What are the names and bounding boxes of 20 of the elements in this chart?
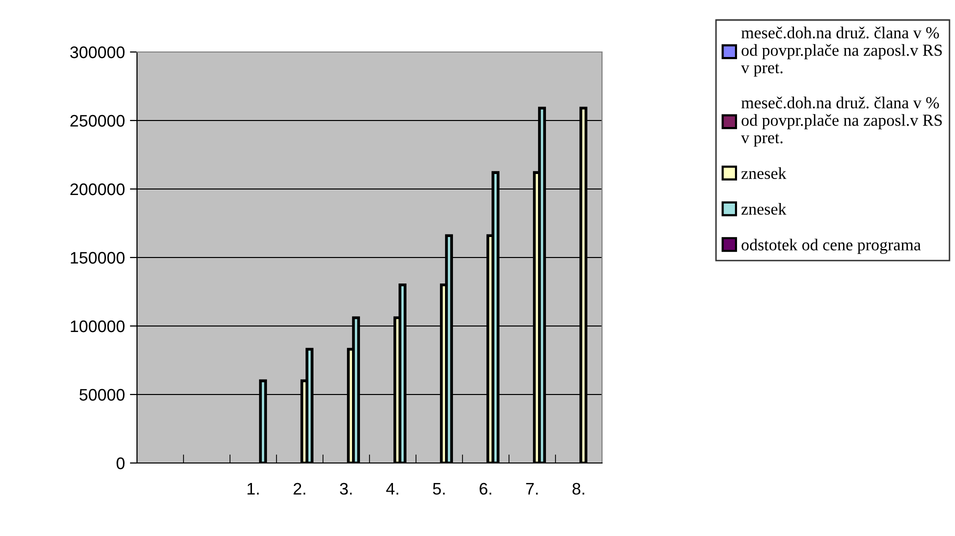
y-tick-label: 100000: [70, 320, 125, 332]
y-tick-label: 50000: [80, 388, 125, 401]
x-tick-label: 5.: [432, 483, 445, 495]
x-tick-label: 1.: [248, 483, 259, 495]
legend-label: znesek: [741, 203, 786, 215]
x-tick-label: 6.: [480, 482, 492, 495]
legend-label: odstotek od cene programa: [742, 238, 921, 254]
x-tick-label: 8.: [572, 482, 584, 495]
legend-label: meseč.doh.na druž. člana v % od povpr.plače na zaposl.v RS v pret.: [741, 26, 942, 77]
x-tick-label: 2.: [294, 482, 306, 495]
y-tick-label: 200000: [70, 183, 125, 196]
x-tick-label: 3.: [340, 482, 352, 495]
x-tick-label: 4.: [386, 483, 398, 495]
y-tick-label: 300000: [70, 46, 125, 58]
x-tick-label: 7.: [526, 483, 538, 495]
y-tick-label: 0: [116, 457, 125, 470]
y-tick-label: 150000: [70, 252, 125, 264]
y-tick-label: 250000: [70, 114, 125, 127]
legend-label: meseč.doh.na druž. člana v % od povpr.plače na zaposl.v RS v pret.: [741, 96, 942, 147]
legend-label: znesek: [741, 167, 786, 180]
